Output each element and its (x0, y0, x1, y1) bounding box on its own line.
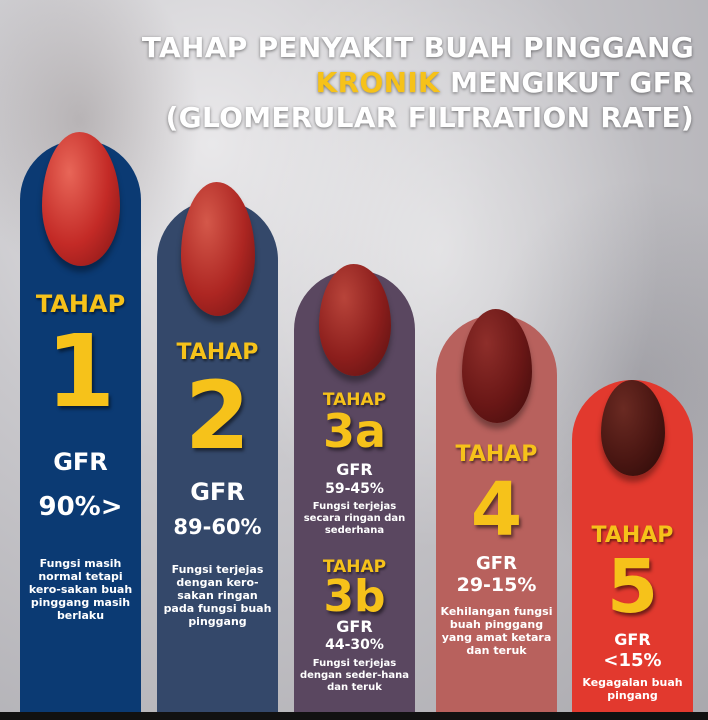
kidney-icon (41, 132, 120, 266)
stage-description: Kehilangan fungsi buah pinggang yang ama… (440, 605, 553, 657)
stage-label: TAHAP (176, 340, 259, 365)
gfr-value: 29-15% (456, 574, 537, 596)
title-line-3: (GLOMERULAR FILTRATION RATE) (165, 101, 694, 134)
kidney-icon (600, 380, 665, 476)
title-line-2: KRONIK MENGIKUT GFR (142, 65, 694, 100)
gfr-label: GFR (53, 448, 108, 476)
stage-3a-description: Fungsi terjejas secara ringan dan sederh… (303, 501, 406, 536)
kidney-icon (461, 309, 532, 423)
title-line-2-rest: MENGIKUT GFR (440, 66, 694, 99)
stage-1-column: TAHAP 1 GFR 90%> Fungsi masih normal tet… (20, 132, 141, 712)
gfr-label: GFR (336, 617, 373, 636)
stage-3a-label: TAHAP (322, 390, 387, 410)
bottom-bar (0, 712, 708, 720)
stage-3a-number: 3a (322, 404, 387, 458)
gfr-label: GFR (614, 630, 651, 649)
gfr-value: 89-60% (173, 515, 262, 539)
stage-3b-label: TAHAP (322, 557, 387, 577)
stage-description: Kegagalan buah pingang (582, 676, 683, 702)
stage-label: TAHAP (35, 290, 126, 318)
gfr-label: GFR (190, 478, 245, 506)
stage-number: 4 (470, 467, 523, 553)
stage-description: Fungsi masih normal tetapi kero-sakan bu… (28, 557, 133, 622)
stage-number: 2 (184, 362, 251, 471)
title-highlight: KRONIK (315, 66, 441, 99)
page-title: TAHAP PENYAKIT BUAH PINGGANG KRONIK MENG… (142, 30, 694, 135)
stage-2-column: TAHAP 2 GFR 89-60% Fungsi terjejas denga… (157, 182, 278, 712)
stage-3-column: TAHAP 3a GFR 59-45% Fungsi terjejas seca… (294, 264, 415, 712)
stage-number: 5 (606, 544, 659, 630)
stage-number: 1 (45, 313, 116, 430)
title-line-1: TAHAP PENYAKIT BUAH PINGGANG (141, 31, 694, 64)
stage-3b-description: Fungsi terjejas dengan seder-hana dan te… (299, 658, 410, 693)
stage-5-column: TAHAP 5 GFR <15% Kegagalan buah pingang (572, 380, 693, 712)
stage-label: TAHAP (455, 442, 538, 467)
gfr-value: 44-30% (325, 637, 384, 653)
stage-label: TAHAP (591, 523, 674, 548)
gfr-label: GFR (336, 460, 373, 479)
kidney-icon (180, 182, 255, 316)
stage-4-column: TAHAP 4 GFR 29-15% Kehilangan fungsi bua… (436, 309, 557, 712)
kidney-icon (318, 264, 391, 376)
gfr-value: 90%> (38, 492, 123, 522)
gfr-value: 59-45% (325, 481, 384, 497)
gfr-value: <15% (603, 650, 662, 671)
stage-3b-number: 3b (323, 571, 386, 622)
gfr-label: GFR (476, 553, 517, 574)
stage-description: Fungsi terjejas dengan kero-sakan ringan… (163, 563, 272, 628)
